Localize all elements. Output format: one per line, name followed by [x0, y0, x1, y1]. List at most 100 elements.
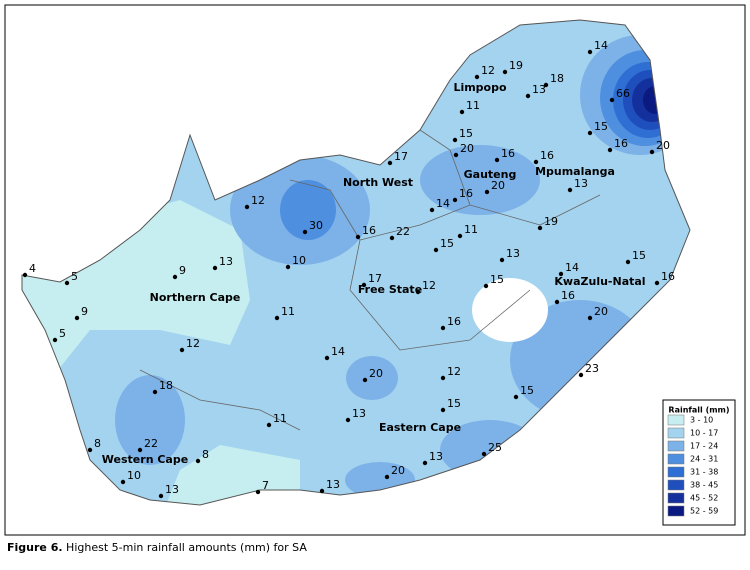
station-value: 13 [352, 407, 366, 420]
station-value: 16 [661, 270, 675, 283]
legend-label: 3 - 10 [690, 416, 713, 425]
station-value: 10 [127, 469, 141, 482]
province-label: Northern Cape [150, 291, 241, 304]
station-value: 16 [561, 289, 575, 302]
station-dot [625, 259, 631, 265]
station-value: 20 [491, 179, 505, 192]
station-dot [74, 315, 80, 321]
station-value: 17 [368, 272, 382, 285]
station-dot [384, 474, 390, 480]
station-dot [172, 274, 178, 280]
station-dot [362, 377, 368, 383]
station-dot [324, 355, 330, 361]
station-value: 16 [447, 315, 461, 328]
station-dot [120, 479, 126, 485]
caption-text: Highest 5-min rainfall amounts (mm) for … [66, 541, 307, 554]
station-dot [554, 299, 560, 305]
station-dot [587, 130, 593, 136]
station-value: 5 [71, 270, 78, 283]
station-value: 14 [436, 197, 450, 210]
province-borders [139, 129, 601, 431]
station-dot [389, 235, 395, 241]
station-dot [525, 93, 531, 99]
station-value: 12 [186, 337, 200, 350]
legend-swatch [667, 466, 685, 478]
station-value: 15 [594, 120, 608, 133]
station-dot [440, 325, 446, 331]
station-value: 15 [490, 273, 504, 286]
station-value: 25 [488, 441, 502, 454]
station-dot [345, 417, 351, 423]
station-value: 5 [59, 327, 66, 340]
station-dot [64, 280, 70, 286]
station-value: 11 [466, 99, 480, 112]
station-dot [87, 447, 93, 453]
station-value: 15 [440, 237, 454, 250]
legend-title: Rainfall (mm) [668, 406, 729, 415]
station-value: 16 [540, 149, 554, 162]
station-value: 15 [520, 384, 534, 397]
station-value: 19 [544, 215, 558, 228]
station-value: 11 [464, 223, 478, 236]
province-label: Free State [358, 283, 422, 296]
station-dot [459, 109, 465, 115]
station-dot [543, 82, 549, 88]
station-dot [440, 375, 446, 381]
station-value: 13 [219, 255, 233, 268]
province-label: North West [343, 176, 413, 189]
station-value: 15 [632, 249, 646, 262]
station-dot [474, 74, 480, 80]
station-value: 16 [362, 224, 376, 237]
station-dot [255, 489, 261, 495]
legend-label: 52 - 59 [690, 507, 718, 516]
caption-label: Figure 6. [7, 541, 63, 554]
station-value: 14 [594, 39, 608, 52]
station-value: 14 [565, 261, 579, 274]
station-value: 20 [391, 464, 405, 477]
station-value: 8 [94, 437, 101, 450]
legend-swatch [667, 479, 685, 491]
station-dot [137, 447, 143, 453]
station-value: 18 [159, 379, 173, 392]
station-dot [415, 289, 421, 295]
station-value: 15 [447, 397, 461, 410]
station-dot [513, 394, 519, 400]
station-value: 12 [481, 64, 495, 77]
legend-label: 38 - 45 [690, 481, 718, 490]
station-value: 22 [396, 225, 410, 238]
station-value: 13 [574, 177, 588, 190]
station-value: 16 [614, 137, 628, 150]
station-value: 12 [251, 194, 265, 207]
station-dot [266, 422, 272, 428]
station-dot [537, 225, 543, 231]
station-value: 20 [656, 139, 670, 152]
province-label: KwaZulu-Natal [554, 275, 645, 288]
station-value: 30 [309, 219, 323, 232]
legend-label: 31 - 38 [690, 468, 718, 477]
station-dot [649, 149, 655, 155]
station-dot [452, 137, 458, 143]
station-value: 13 [165, 483, 179, 496]
legend-label: 10 - 17 [690, 429, 718, 438]
station-dot [587, 315, 593, 321]
legend: Rainfall (mm) 3 - 10 10 - 17 17 - 24 24 - 3… [662, 399, 736, 526]
station-value: 23 [585, 362, 599, 375]
province-label: Limpopo [453, 81, 507, 94]
station-dot [453, 152, 459, 158]
station-dot [587, 49, 593, 55]
station-dot [285, 264, 291, 270]
station-dot [533, 159, 539, 165]
station-dot [52, 337, 58, 343]
station-dot [567, 187, 573, 193]
station-dot [302, 229, 308, 235]
station-value: 7 [262, 479, 269, 492]
station-value: 20 [460, 142, 474, 155]
station-value: 8 [202, 448, 209, 461]
station-value: 16 [459, 187, 473, 200]
province-label: Gauteng [464, 168, 517, 181]
province-label: Western Cape [102, 453, 188, 466]
station-dot [22, 272, 28, 278]
station-dot [440, 407, 446, 413]
station-value: 20 [594, 305, 608, 318]
station-dot [481, 451, 487, 457]
